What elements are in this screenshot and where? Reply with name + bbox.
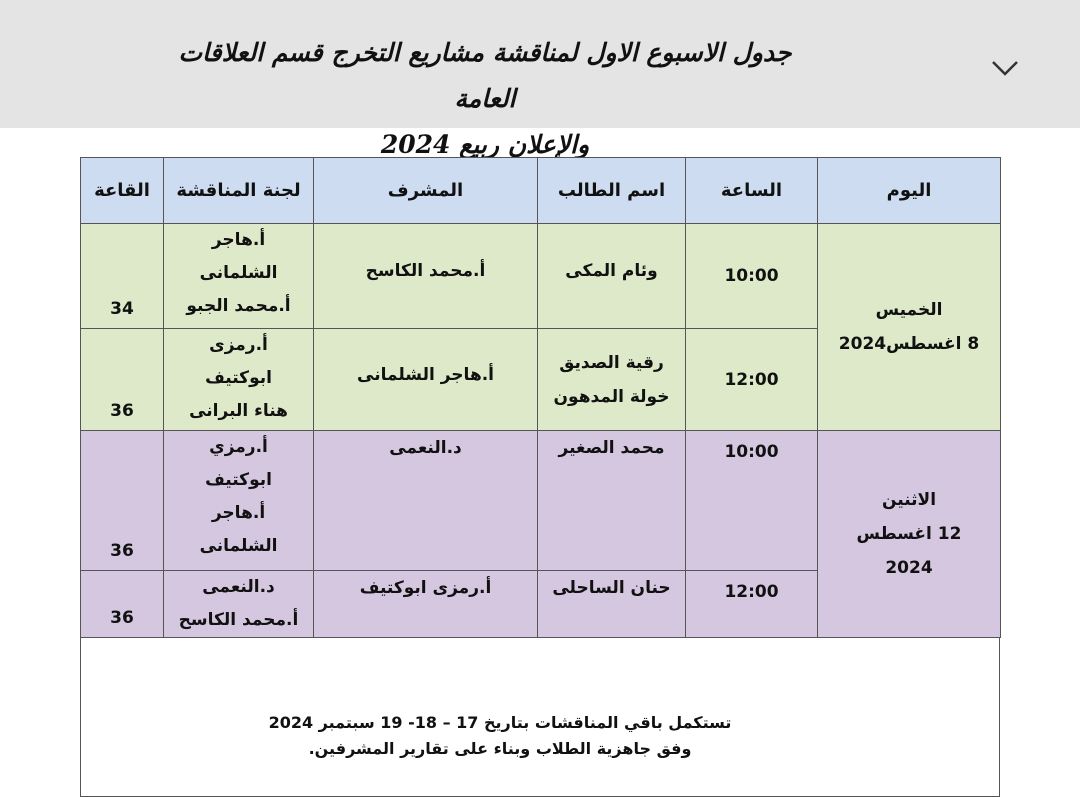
time: 10:00 <box>724 442 779 462</box>
column-header: المشرف <box>313 157 538 224</box>
supervisor-name: أ.رمزى ابوكتيف <box>359 578 492 598</box>
room: 36 <box>110 401 134 421</box>
chevron-icon <box>992 61 1018 76</box>
room-cell: 34 <box>80 223 164 329</box>
student-cell: وئام المكى <box>537 223 686 329</box>
supervisor-cell: أ.رمزى ابوكتيف <box>313 570 538 638</box>
committee-member: الشلمانى <box>199 536 278 556</box>
time-cell: 12:00 <box>685 328 818 431</box>
student-name: خولة المدهون <box>553 386 670 407</box>
room: 36 <box>110 541 134 561</box>
day-line: 2024 <box>885 558 933 578</box>
supervisor-cell: أ.هاجر الشلمانى <box>313 328 538 431</box>
student-cell: حنان الساحلى <box>537 570 686 638</box>
student-cell: محمد الصغير <box>537 430 686 571</box>
time: 12:00 <box>724 582 779 602</box>
room: 36 <box>110 608 134 628</box>
committee-member: أ.هاجر <box>211 503 266 523</box>
time-cell: 10:00 <box>685 430 818 571</box>
student-name: وئام المكى <box>565 261 658 281</box>
header-band <box>0 0 1080 128</box>
committee-cell: د.النعمى أ.محمد الكاسح <box>163 570 314 638</box>
student-name: محمد الصغير <box>558 438 665 458</box>
room-cell: 36 <box>80 430 164 571</box>
day-cell: الخميس 8 اغسطس2024 <box>817 223 1001 431</box>
day-line: الخميس <box>875 300 943 320</box>
student-name: حنان الساحلى <box>552 578 671 598</box>
day-cell: الاثنين 12 اغسطس 2024 <box>817 430 1001 638</box>
time: 10:00 <box>724 266 779 286</box>
committee-member: ابوكتيف <box>205 470 272 490</box>
committee-member: الشلمانى <box>199 263 278 283</box>
day-line: 12 اغسطس <box>856 524 962 544</box>
title-line: جدول الاسبوع الاول لمناقشة مشاريع التخرج… <box>178 38 792 113</box>
day-line: 8 اغسطس2024 <box>838 334 980 354</box>
title: جدول الاسبوع الاول لمناقشة مشاريع التخرج… <box>150 30 820 168</box>
day-line: الاثنين <box>881 490 937 510</box>
column-header: اليوم <box>817 157 1001 224</box>
footer-note: تستكمل باقي المناقشات بتاريخ 17 – 18- 19… <box>200 710 800 762</box>
collapse-chevron[interactable] <box>990 58 1020 78</box>
committee-member: ابوكتيف <box>205 368 272 388</box>
room: 34 <box>110 299 134 319</box>
time-cell: 10:00 <box>685 223 818 329</box>
committee-cell: أ.هاجر الشلمانى أ.محمد الجبو <box>163 223 314 329</box>
column-header: اسم الطالب <box>537 157 686 224</box>
time-cell: 12:00 <box>685 570 818 638</box>
footer-line: تستكمل باقي المناقشات بتاريخ 17 – 18- 19… <box>268 713 732 732</box>
committee-member: أ.رمزي <box>209 437 268 457</box>
committee-cell: أ.رمزي ابوكتيف أ.هاجر الشلمانى <box>163 430 314 571</box>
column-header: الساعة <box>685 157 818 224</box>
room-cell: 36 <box>80 328 164 431</box>
supervisor-name: أ.محمد الكاسح <box>365 261 486 281</box>
committee-member: أ.محمد الجبو <box>186 296 291 316</box>
time: 12:00 <box>724 369 779 390</box>
column-header: القاعة <box>80 157 164 224</box>
room-cell: 36 <box>80 570 164 638</box>
committee-member: أ.رمزى <box>209 335 268 355</box>
title-line: والإعلان ربيع 2024 <box>380 130 590 159</box>
supervisor-name: د.النعمى <box>389 438 462 458</box>
column-header: لجنة المناقشة <box>163 157 314 224</box>
committee-member: هناء البرانى <box>189 401 288 421</box>
student-name: رقية الصديق <box>559 352 664 373</box>
student-cell: رقية الصديق خولة المدهون <box>537 328 686 431</box>
committee-member: د.النعمى <box>202 577 275 597</box>
committee-member: أ.هاجر <box>211 230 266 250</box>
supervisor-name: أ.هاجر الشلمانى <box>357 364 495 385</box>
footer-line: وفق جاهزية الطلاب وبناء على تقارير المشر… <box>308 739 692 758</box>
supervisor-cell: أ.محمد الكاسح <box>313 223 538 329</box>
supervisor-cell: د.النعمى <box>313 430 538 571</box>
committee-cell: أ.رمزى ابوكتيف هناء البرانى <box>163 328 314 431</box>
committee-member: أ.محمد الكاسح <box>178 610 299 630</box>
